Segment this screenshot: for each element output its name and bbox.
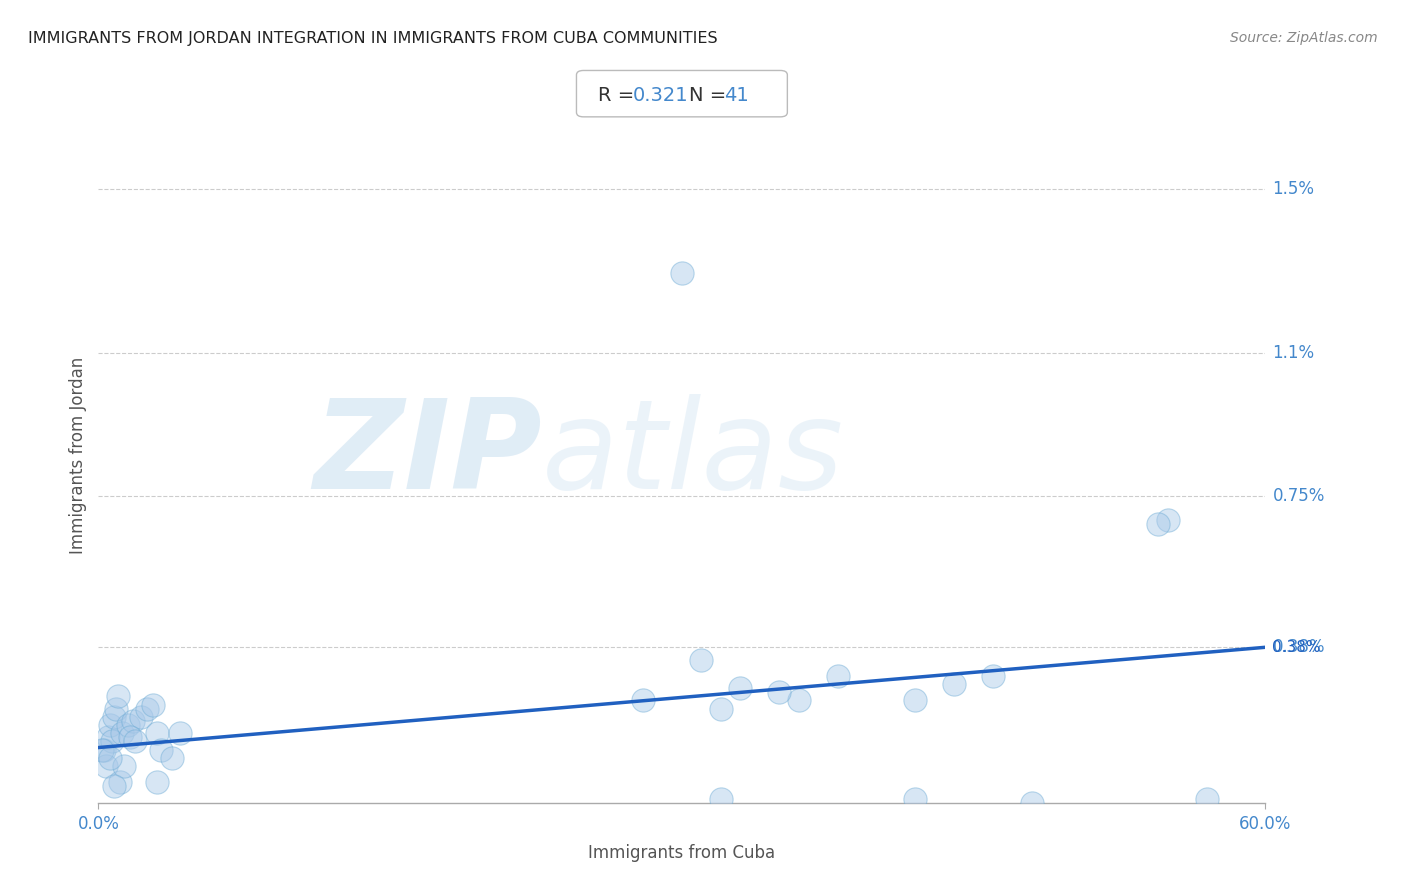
Text: 1.1%: 1.1%: [1272, 343, 1315, 361]
Point: [787, 693, 810, 707]
Point: [97, 731, 120, 745]
Point: [124, 734, 146, 748]
Point: [768, 685, 790, 699]
Text: 0.75%: 0.75%: [1272, 487, 1324, 505]
Point: [1195, 791, 1218, 805]
Point: [103, 780, 125, 794]
Text: N =: N =: [689, 86, 733, 105]
Point: [690, 652, 713, 666]
Point: [142, 698, 165, 712]
Text: atlas: atlas: [541, 394, 844, 516]
Text: ZIP: ZIP: [314, 394, 541, 516]
Point: [122, 714, 145, 728]
Point: [112, 759, 135, 773]
Point: [730, 681, 752, 696]
Point: [103, 710, 125, 724]
Point: [146, 775, 169, 789]
Text: Source: ZipAtlas.com: Source: ZipAtlas.com: [1230, 31, 1378, 45]
Text: 1.5%: 1.5%: [1272, 180, 1315, 198]
Point: [904, 791, 927, 805]
Point: [107, 690, 129, 704]
Point: [91, 742, 114, 756]
Text: 0.38%: 0.38%: [1272, 639, 1324, 657]
Point: [93, 742, 115, 756]
Point: [104, 701, 127, 715]
Point: [146, 726, 169, 740]
Point: [162, 751, 184, 765]
Point: [904, 693, 927, 707]
Point: [943, 677, 966, 691]
Point: [1021, 796, 1043, 810]
Point: [1147, 517, 1170, 532]
Point: [149, 742, 172, 756]
Y-axis label: Immigrants from Jordan: Immigrants from Jordan: [69, 356, 87, 554]
Point: [98, 751, 121, 765]
Point: [710, 791, 733, 805]
Point: [118, 731, 141, 745]
Text: 0.38%: 0.38%: [1272, 640, 1320, 655]
Text: IMMIGRANTS FROM JORDAN INTEGRATION IN IMMIGRANTS FROM CUBA COMMUNITIES: IMMIGRANTS FROM JORDAN INTEGRATION IN IM…: [28, 31, 717, 46]
Text: 0.321: 0.321: [633, 86, 689, 105]
Point: [108, 775, 131, 789]
Point: [129, 710, 152, 724]
Text: R =: R =: [598, 86, 640, 105]
Point: [111, 726, 134, 740]
Point: [169, 726, 191, 740]
Point: [710, 701, 733, 715]
Point: [1157, 513, 1180, 527]
X-axis label: Immigrants from Cuba: Immigrants from Cuba: [588, 845, 776, 863]
Point: [827, 669, 849, 683]
Point: [98, 718, 121, 732]
Point: [101, 734, 124, 748]
Point: [981, 669, 1004, 683]
Point: [117, 718, 139, 732]
Point: [631, 693, 654, 707]
Point: [671, 266, 693, 280]
Point: [96, 759, 118, 773]
Text: 41: 41: [724, 86, 749, 105]
Point: [136, 701, 159, 715]
